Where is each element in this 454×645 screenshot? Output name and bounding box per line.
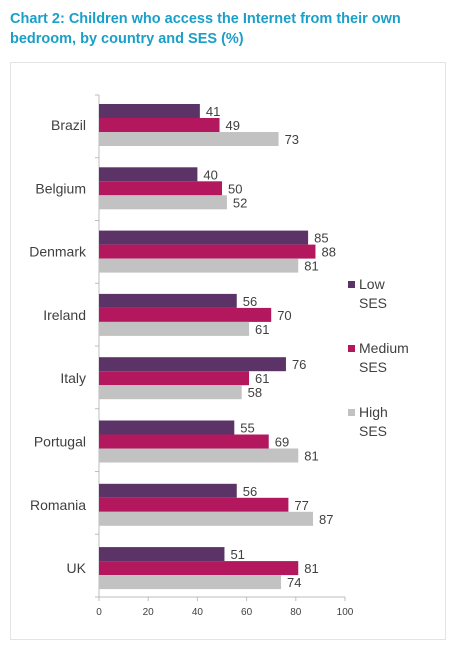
bar-low-ses: [99, 104, 200, 118]
legend-label: High: [359, 404, 388, 420]
legend-label: Medium: [359, 340, 409, 356]
bar-high-ses: [99, 258, 299, 273]
data-label: 56: [243, 294, 257, 309]
category-label: Brazil: [51, 117, 86, 133]
bar-high-ses: [99, 448, 299, 463]
data-label: 81: [304, 449, 318, 464]
data-label: 69: [275, 435, 289, 450]
legend-swatch: [348, 345, 355, 352]
data-label: 49: [226, 118, 240, 133]
legend-swatch: [348, 409, 355, 416]
data-label: 87: [319, 512, 333, 527]
bar-medium-ses: [99, 371, 250, 386]
bar-medium-ses: [99, 561, 299, 576]
bar-high-ses: [99, 385, 242, 400]
category-label: Ireland: [43, 307, 86, 323]
bar-low-ses: [99, 547, 225, 562]
data-label: 73: [285, 132, 299, 147]
data-label: 56: [243, 484, 257, 499]
bar-high-ses: [99, 321, 250, 336]
bar-medium-ses: [99, 244, 316, 259]
data-label: 74: [287, 575, 301, 590]
category-label: Denmark: [29, 244, 87, 260]
data-label: 61: [255, 322, 269, 337]
category-label: Belgium: [35, 180, 86, 196]
x-tick-label: 40: [192, 607, 204, 618]
category-label: Portugal: [34, 434, 86, 450]
x-tick-label: 100: [337, 607, 354, 618]
data-label: 77: [294, 498, 308, 513]
bar-low-ses: [99, 483, 237, 498]
legend-label: SES: [359, 359, 387, 375]
data-label: 81: [304, 259, 318, 274]
bar-high-ses: [99, 511, 314, 526]
x-tick-label: 0: [96, 607, 102, 618]
bar-low-ses: [99, 230, 309, 245]
data-label: 61: [255, 371, 269, 386]
x-tick-label: 20: [143, 607, 155, 618]
bar-medium-ses: [99, 118, 220, 132]
bar-medium-ses: [99, 307, 272, 322]
legend-label: Low: [359, 276, 386, 292]
x-tick-label: 60: [241, 607, 253, 618]
data-label: 51: [230, 547, 244, 562]
data-label: 40: [203, 167, 217, 182]
bar-low-ses: [99, 420, 235, 435]
legend-label: SES: [359, 295, 387, 311]
bar-low-ses: [99, 293, 237, 308]
bar-medium-ses: [99, 434, 269, 449]
data-label: 50: [228, 181, 242, 196]
bar-low-ses: [99, 357, 286, 372]
legend-label: SES: [359, 423, 387, 439]
chart-title: Chart 2: Children who access the Interne…: [10, 11, 401, 47]
data-label: 41: [206, 104, 220, 119]
category-label: UK: [67, 560, 87, 576]
data-label: 88: [321, 245, 335, 260]
bar-high-ses: [99, 132, 279, 146]
bar-medium-ses: [99, 181, 222, 196]
data-label: 76: [292, 357, 306, 372]
bar-medium-ses: [99, 497, 289, 512]
x-tick-label: 80: [290, 607, 302, 618]
bar-high-ses: [99, 195, 227, 210]
data-label: 70: [277, 308, 291, 323]
data-label: 85: [314, 231, 328, 246]
category-label: Italy: [60, 370, 86, 386]
bar-high-ses: [99, 575, 282, 590]
legend-swatch: [348, 281, 355, 288]
chart-frame: [10, 62, 446, 640]
data-label: 58: [248, 385, 262, 400]
bar-low-ses: [99, 167, 198, 182]
category-label: Romania: [30, 497, 86, 513]
data-label: 55: [240, 421, 254, 436]
data-label: 81: [304, 561, 318, 576]
data-label: 52: [233, 195, 247, 210]
